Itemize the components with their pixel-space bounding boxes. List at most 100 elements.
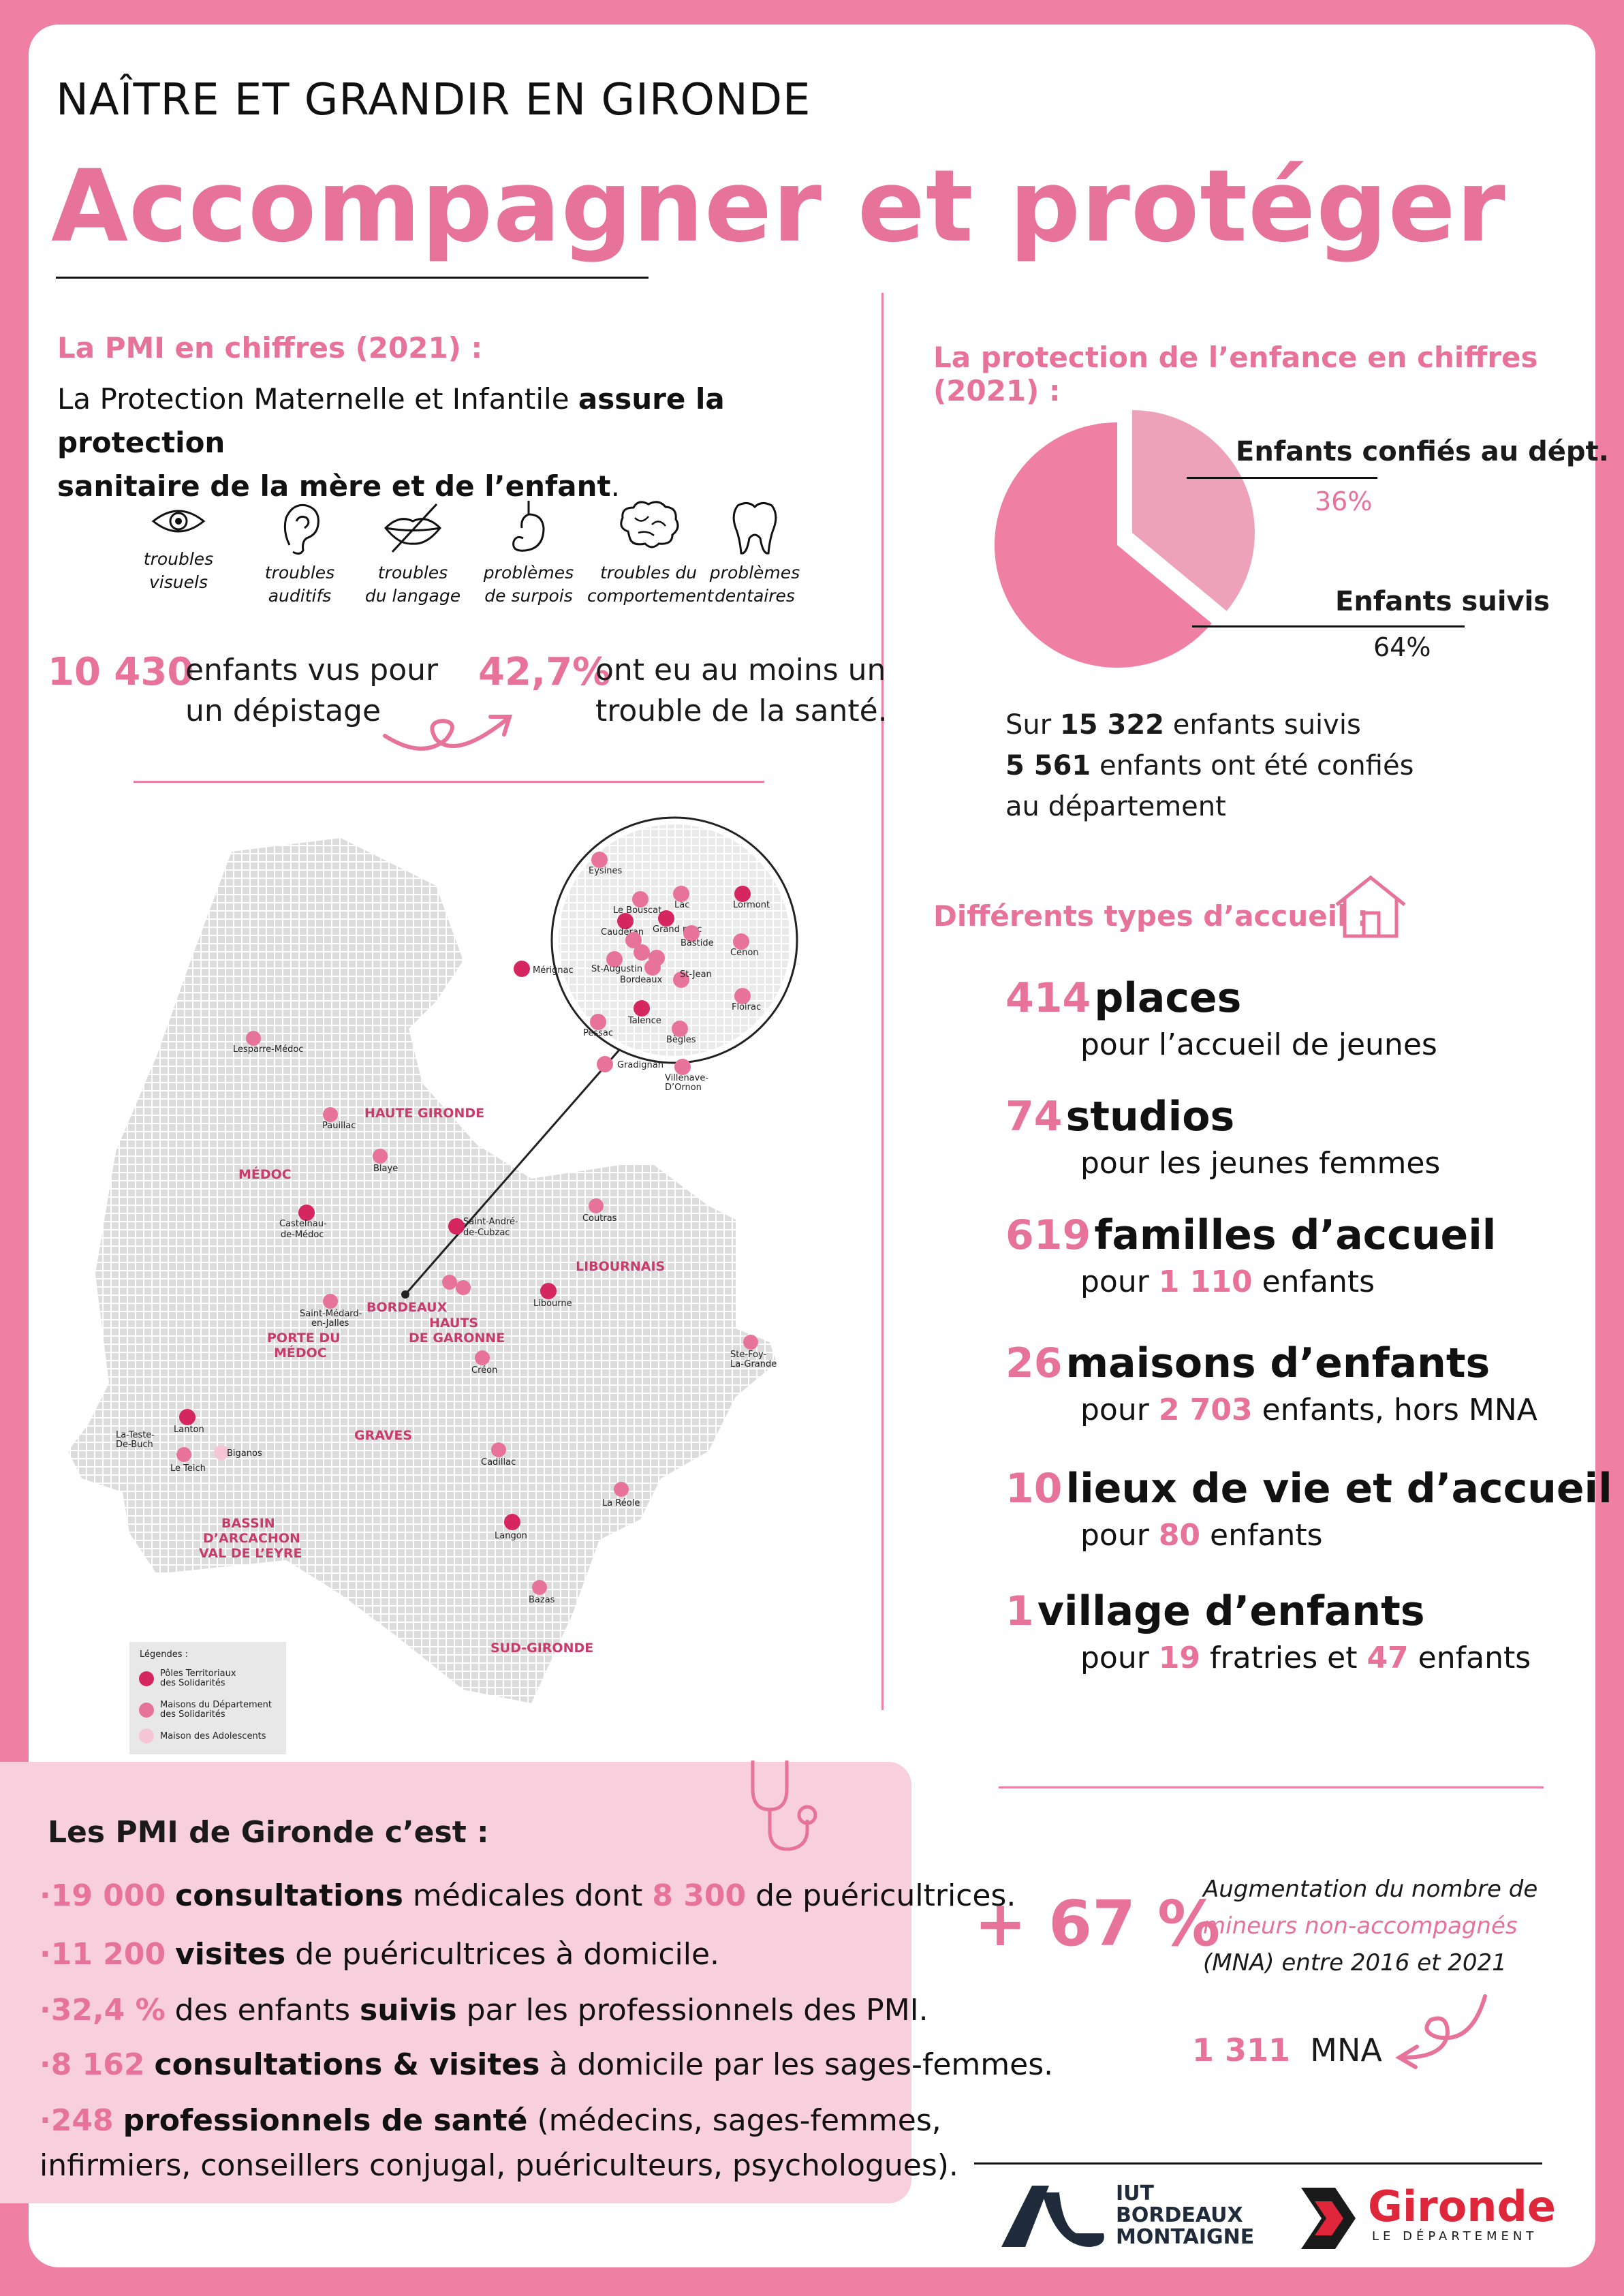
iut-logo-icon bbox=[1001, 2186, 1104, 2247]
zoom-town-label: Bastide bbox=[681, 938, 714, 948]
zoom-town-marker bbox=[617, 913, 634, 929]
accueil-item-title: 74 studios bbox=[1005, 1093, 1235, 1141]
zoom-town-label: Mérignac bbox=[533, 965, 574, 976]
town-marker bbox=[179, 1409, 196, 1425]
zoom-town-marker bbox=[597, 1056, 613, 1072]
accueil-item-title: 414 places bbox=[1005, 974, 1242, 1022]
town-label: La-Grande bbox=[730, 1359, 777, 1369]
region-label: MÉDOC bbox=[238, 1166, 292, 1182]
pmi-item-3: ·32,4 % des enfants suivis par les profe… bbox=[40, 1993, 928, 2028]
zoom-town-marker bbox=[625, 932, 642, 948]
zoom-town-marker bbox=[734, 886, 751, 902]
stomach-icon bbox=[512, 501, 545, 552]
map-shape bbox=[68, 838, 777, 1703]
zoom-town-marker bbox=[591, 852, 608, 868]
town-label: La Réole bbox=[602, 1498, 640, 1508]
accueil-item-subtitle: pour 19 fratries et 47 enfants bbox=[1080, 1641, 1531, 1675]
pie-leader-line bbox=[1187, 477, 1377, 479]
icon-surpoids: problèmes de surpois bbox=[474, 497, 583, 608]
town-label: en-Jalles bbox=[311, 1318, 349, 1329]
zoom-town-marker bbox=[634, 944, 650, 961]
pmi-intro-bold: assure la protection bbox=[57, 382, 725, 459]
icon-auditifs: troubles auditifs bbox=[245, 497, 354, 608]
town-label: De-Buch bbox=[116, 1440, 153, 1450]
town-marker bbox=[442, 1275, 457, 1290]
town-marker bbox=[504, 1514, 520, 1530]
accueil-heading: Différents types d’accueil : bbox=[933, 899, 1369, 933]
accueil-item-subtitle: pour 2 703 enfants, hors MNA bbox=[1080, 1393, 1537, 1427]
zoom-town-marker bbox=[673, 972, 689, 988]
zoom-town-marker bbox=[733, 933, 749, 950]
icon-caption: troubles visuels bbox=[143, 549, 214, 592]
region-label: PORTE DU bbox=[267, 1331, 341, 1346]
legend-item: Pôles Territoriaux bbox=[160, 1669, 236, 1679]
icon-caption: problèmes dentaires bbox=[709, 563, 800, 606]
zoom-town-label: Eysines bbox=[589, 866, 623, 876]
town-label: Langon bbox=[495, 1531, 527, 1541]
pie-pct-suivis: 64% bbox=[1373, 632, 1431, 662]
accueil-item-subtitle: pour l’accueil de jeunes bbox=[1080, 1027, 1437, 1062]
mna-description: Augmentation du nombre de mineurs non-acc… bbox=[1203, 1876, 1538, 1976]
legend-item: Maison des Adolescents bbox=[160, 1731, 266, 1741]
zoom-town-label: Villenave- bbox=[665, 1073, 708, 1083]
town-marker bbox=[540, 1283, 557, 1299]
pmi-intro: La Protection Maternelle et Infantile as… bbox=[57, 377, 875, 508]
eye-icon bbox=[151, 510, 206, 533]
loop-arrow-icon bbox=[383, 715, 513, 751]
town-label: Ste-Foy- bbox=[730, 1350, 766, 1360]
icon-comportement: troubles du comportement bbox=[587, 497, 713, 608]
zoom-connector bbox=[404, 1049, 621, 1295]
pie-slice-confies bbox=[1132, 410, 1255, 611]
zoom-town-marker bbox=[590, 1014, 606, 1030]
icon-langage: troubles du langage bbox=[358, 497, 467, 608]
town-label: de-Cubzac bbox=[463, 1228, 510, 1238]
zoom-town-label: Lac bbox=[674, 900, 689, 910]
accueil-item-subtitle: pour 1 110 enfants bbox=[1080, 1265, 1375, 1299]
town-marker bbox=[323, 1294, 338, 1309]
gironde-logo-icon bbox=[1301, 2188, 1356, 2249]
pmi-gironde-box bbox=[0, 1762, 911, 2203]
town-marker bbox=[743, 1335, 758, 1350]
pmi-intro-text: La Protection Maternelle et Infantile bbox=[57, 382, 578, 416]
zoom-town-label: D’Ornon bbox=[665, 1083, 702, 1093]
town-label: Le Teich bbox=[170, 1463, 206, 1474]
title-divider bbox=[56, 277, 649, 279]
icon-caption: troubles du langage bbox=[364, 563, 461, 606]
brain-icon bbox=[620, 501, 679, 548]
town-marker bbox=[491, 1442, 506, 1457]
town-label: Lanton bbox=[174, 1425, 204, 1435]
region-label: BASSIN bbox=[221, 1516, 275, 1531]
zoom-town-label: Talence bbox=[627, 1016, 661, 1026]
zoom-town-label: Cenon bbox=[730, 948, 759, 958]
zoom-town-marker bbox=[658, 910, 674, 927]
iut-logo-text: IUT BORDEAUX MONTAIGNE bbox=[1116, 2182, 1255, 2249]
town-marker bbox=[373, 1149, 388, 1164]
town-label: de-Médoc bbox=[281, 1230, 324, 1240]
protection-pie-chart bbox=[995, 410, 1255, 668]
pmi-item-2: ·11 200 visites de puéricultrices à domi… bbox=[40, 1937, 720, 1972]
pmi-item-1: ·19 000 consultations médicales dont 8 3… bbox=[40, 1878, 1016, 1913]
zoom-town-marker bbox=[673, 886, 689, 902]
region-label: DE GARONNE bbox=[409, 1331, 505, 1346]
stat-enfants-vus-value: 10 430 bbox=[48, 650, 194, 694]
zoom-town-marker bbox=[683, 925, 700, 942]
town-marker bbox=[323, 1107, 338, 1122]
pie-leader-line bbox=[1192, 625, 1465, 627]
town-marker bbox=[246, 1031, 261, 1046]
town-marker bbox=[614, 1482, 629, 1497]
region-label: HAUTE GIRONDE bbox=[364, 1106, 484, 1121]
lips-icon bbox=[384, 503, 442, 553]
icon-visuels: troubles visuels bbox=[124, 497, 233, 594]
zoom-town-label: Lormont bbox=[733, 900, 770, 910]
zoom-town-label: Gradignan bbox=[617, 1060, 663, 1070]
stat-enfants-vus-text: enfants vus pour un dépistage bbox=[185, 653, 439, 728]
pie-label-suivis: Enfants suivis bbox=[1335, 586, 1550, 617]
town-marker bbox=[532, 1580, 547, 1595]
town-label: Libourne bbox=[533, 1299, 572, 1309]
zoom-town-marker bbox=[649, 950, 665, 966]
legend-item: des Solidarités bbox=[160, 1678, 225, 1688]
town-label: Coutras bbox=[582, 1213, 617, 1224]
protection-summary: Sur 15 322 enfants suivis 5 561 enfants … bbox=[1005, 709, 1414, 822]
town-marker bbox=[475, 1350, 490, 1365]
zoom-town-marker bbox=[672, 1021, 688, 1037]
